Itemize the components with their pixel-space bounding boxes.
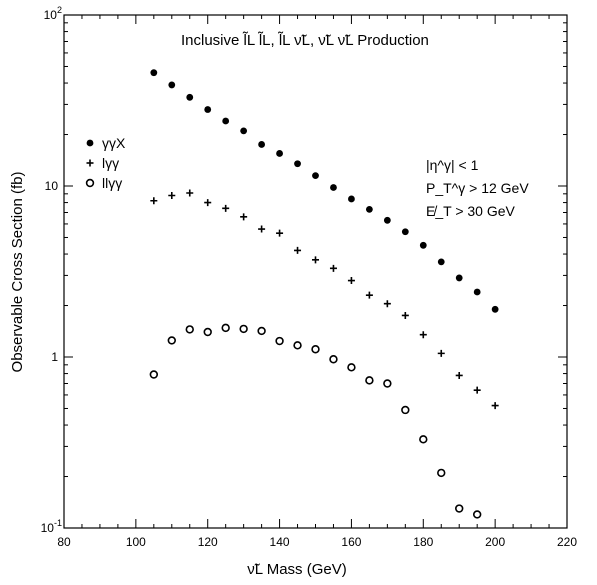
data-point-filled-circle <box>204 106 212 113</box>
data-point-filled-circle <box>222 117 230 125</box>
data-point-plus <box>222 204 230 212</box>
data-point-plus <box>294 246 302 254</box>
data-point-plus <box>455 371 463 379</box>
data-point-plus <box>437 349 445 357</box>
legend-marker-filled-circle <box>86 139 94 147</box>
legend-label-ggx: γγX <box>102 135 126 151</box>
data-point-filled-circle <box>455 274 463 282</box>
cut-pt: P_T^γ > 12 GeV <box>426 180 529 196</box>
data-point-plus <box>150 197 158 205</box>
x-tick-label: 100 <box>126 535 146 549</box>
data-point-filled-circle <box>150 69 158 77</box>
data-point-plus <box>473 386 481 394</box>
data-point-plus <box>240 213 248 221</box>
plot-frame <box>63 14 568 529</box>
data-point-plus <box>276 229 284 237</box>
data-point-open-circle <box>365 376 374 385</box>
data-point-open-circle <box>347 363 356 372</box>
data-point-open-circle <box>401 405 410 415</box>
x-tick-label: 160 <box>341 535 361 549</box>
data-point-filled-circle <box>365 205 373 213</box>
data-point-filled-circle <box>240 127 248 135</box>
data-point-filled-circle <box>276 150 283 157</box>
data-point-filled-circle <box>258 141 266 148</box>
data-point-plus <box>258 225 266 233</box>
data-point-filled-circle <box>294 160 301 168</box>
data-point-plus <box>329 264 337 272</box>
data-point-plus <box>383 300 391 308</box>
data-point-filled-circle <box>168 81 176 89</box>
data-point-open-circle <box>239 324 248 334</box>
legend: γγX lγγ llγγ <box>85 135 126 191</box>
cuts-annotation: |η^γ| < 1 P_T^γ > 12 GeV E̸_T > 30 GeV <box>426 157 529 219</box>
axis-ticks: 80 100 120 140 160 180 200 220 10-1 1 10 102 <box>41 5 578 549</box>
data-point-plus <box>347 277 355 285</box>
data-point-open-circle <box>275 336 284 346</box>
x-tick-label: 200 <box>485 535 505 549</box>
data-point-plus <box>312 256 319 264</box>
data-point-open-circle <box>167 336 176 345</box>
data-point-open-circle <box>383 379 392 388</box>
data-point-plus <box>204 199 212 207</box>
data-point-filled-circle <box>491 305 499 313</box>
data-point-plus <box>419 331 427 339</box>
legend-label-llgg: llγγ <box>102 175 122 191</box>
data-point-filled-circle <box>437 258 445 266</box>
x-tick-label: 140 <box>270 535 290 549</box>
x-axis-title: ν̃L Mass (GeV) <box>247 561 346 578</box>
data-point-filled-circle <box>186 93 194 101</box>
data-point-open-circle <box>221 323 230 333</box>
chart-title: Inclusive l̃L l̃L, l̃L ν̃L, ν̃L ν̃L Prod… <box>181 31 429 49</box>
data-point-open-circle <box>472 510 482 519</box>
data-point-open-circle <box>149 370 159 379</box>
data-point-open-circle <box>419 435 428 444</box>
data-point-filled-circle <box>419 241 427 249</box>
x-tick-label: 120 <box>198 535 218 549</box>
series-1 <box>150 189 499 410</box>
data-point-open-circle <box>455 504 464 513</box>
series-2 <box>149 323 482 519</box>
y-tick-label: 1 <box>51 350 58 364</box>
data-points <box>149 69 499 519</box>
y-tick-label: 102 <box>44 5 62 22</box>
cut-eta: |η^γ| < 1 <box>426 157 479 173</box>
legend-marker-plus <box>86 159 94 167</box>
legend-label-lgg: lγγ <box>102 155 119 171</box>
data-point-filled-circle <box>348 195 355 203</box>
data-point-plus <box>401 311 409 319</box>
data-point-open-circle <box>185 325 194 334</box>
data-point-open-circle <box>203 327 212 337</box>
data-point-open-circle <box>293 341 302 350</box>
cut-met: E̸_T > 30 GeV <box>426 203 516 219</box>
data-point-filled-circle <box>383 216 391 224</box>
data-point-filled-circle <box>312 172 319 180</box>
data-point-open-circle <box>257 326 266 336</box>
data-point-plus <box>186 189 194 197</box>
y-axis-title: Observable Cross Section (fb) <box>9 172 26 373</box>
data-point-plus <box>365 291 373 299</box>
data-point-open-circle <box>311 345 320 354</box>
x-tick-label: 80 <box>57 535 71 549</box>
data-point-open-circle <box>329 355 338 364</box>
legend-marker-open-circle <box>85 178 95 188</box>
data-point-filled-circle <box>330 184 337 191</box>
data-point-filled-circle <box>401 228 409 236</box>
y-tick-label: 10-1 <box>41 518 62 535</box>
data-point-plus <box>491 402 499 410</box>
data-point-open-circle <box>437 468 446 478</box>
series-0 <box>150 69 499 313</box>
x-tick-label: 220 <box>557 535 577 549</box>
data-point-filled-circle <box>473 288 481 296</box>
y-tick-label: 10 <box>45 179 59 193</box>
data-point-plus <box>168 191 176 199</box>
x-tick-label: 180 <box>413 535 433 549</box>
